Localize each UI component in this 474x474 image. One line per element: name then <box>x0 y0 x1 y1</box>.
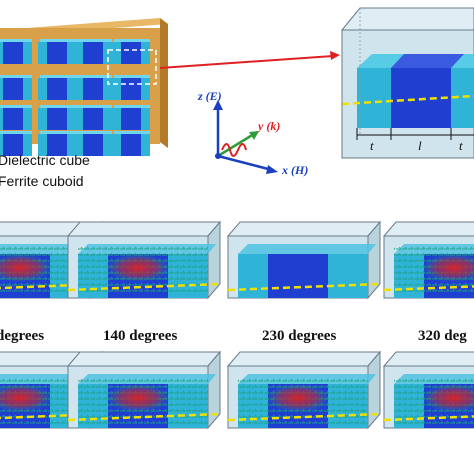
axis-x-label: x (H) <box>281 163 308 177</box>
dielectric-block-right <box>451 68 474 128</box>
field-panel <box>66 220 222 300</box>
unit-cell <box>74 105 112 130</box>
axis-y-label: y (k) <box>256 119 280 133</box>
unit-cell <box>0 131 32 156</box>
field-panel <box>382 221 474 299</box>
unit-cell <box>38 131 76 156</box>
legend-ferrite-cuboid: Ferrite cuboid <box>0 173 84 189</box>
field-panel <box>226 350 382 430</box>
dim-t-left: t <box>370 138 374 153</box>
unit-cell <box>38 105 76 130</box>
angle-label-4: 320 deg <box>418 328 467 344</box>
unit-cell <box>112 131 150 156</box>
unit-cell <box>112 39 150 64</box>
unit-cell-zoom: t l t <box>340 7 474 159</box>
unit-cell <box>74 131 112 156</box>
selected-cell-marker <box>107 49 157 85</box>
field-panels <box>0 220 474 430</box>
unit-cell <box>0 105 32 130</box>
field-panel <box>226 220 382 300</box>
unit-cell <box>112 105 150 130</box>
unit-cell <box>0 75 32 100</box>
angle-label-1: degrees <box>0 328 44 344</box>
field-panel <box>66 350 222 430</box>
coordinate-axes: z (E) y (k) x (H) <box>197 89 308 177</box>
metasurface-plate <box>0 18 168 156</box>
unit-cell <box>38 75 76 100</box>
unit-cell-grid <box>0 39 150 156</box>
unit-cell <box>38 39 76 64</box>
unit-cell <box>74 39 112 64</box>
unit-cell <box>0 39 32 64</box>
angle-label-3: 230 degrees <box>262 328 336 344</box>
dimension-markers <box>356 128 474 140</box>
unit-cell <box>74 75 112 100</box>
dim-t-right: t <box>459 138 463 153</box>
legend-dielectric-cube: Dielectric cube <box>0 152 90 168</box>
axis-z-label: z (E) <box>197 89 222 103</box>
dielectric-block-left <box>357 68 391 128</box>
dim-l: l <box>418 138 422 153</box>
angle-label-2: 140 degrees <box>103 328 177 344</box>
unit-cell <box>112 75 150 100</box>
field-panel <box>382 351 474 429</box>
zoom-arrow <box>159 51 340 69</box>
